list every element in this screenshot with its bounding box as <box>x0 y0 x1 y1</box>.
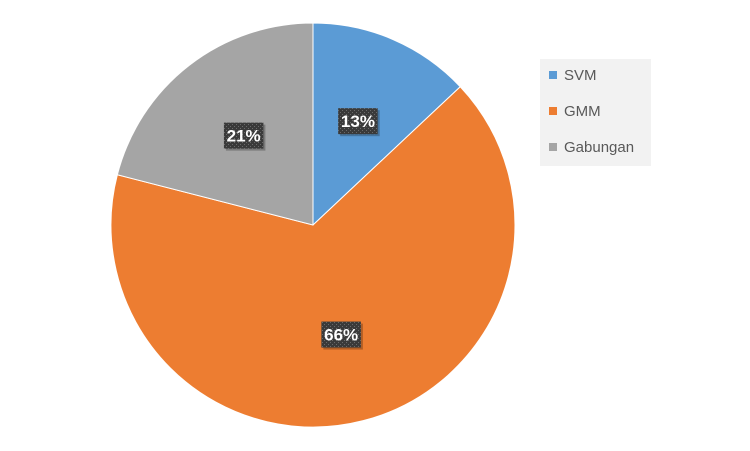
legend-item-svm: SVM <box>549 65 597 85</box>
legend-label-gmm: GMM <box>564 102 601 120</box>
legend-label-gabungan: Gabungan <box>564 138 635 156</box>
legend-label-svm: SVM <box>564 66 597 84</box>
data-label-svm: 13% <box>338 108 380 137</box>
data-label-text-svm: 13% <box>341 112 375 131</box>
data-label-gmm: 66% <box>321 321 363 350</box>
pie-slice-gabungan <box>116 22 314 226</box>
data-label-text-gmm: 66% <box>324 326 358 345</box>
pie-slice-svm <box>312 22 461 227</box>
pie-slice-gmm <box>110 86 516 428</box>
legend: SVM GMM Gabungan <box>540 59 651 166</box>
legend-swatch-gabungan <box>549 143 557 151</box>
legend-item-gmm: GMM <box>549 101 601 121</box>
data-label-text-gabungan: 21% <box>227 127 261 146</box>
data-label-gabungan: 21% <box>223 122 266 151</box>
legend-swatch-svm <box>549 71 557 79</box>
legend-swatch-gmm <box>549 107 557 115</box>
legend-item-gabungan: Gabungan <box>549 137 634 157</box>
